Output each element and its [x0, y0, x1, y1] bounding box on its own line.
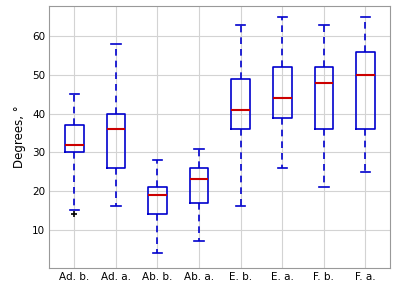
- Y-axis label: Degrees, °: Degrees, °: [13, 106, 27, 168]
